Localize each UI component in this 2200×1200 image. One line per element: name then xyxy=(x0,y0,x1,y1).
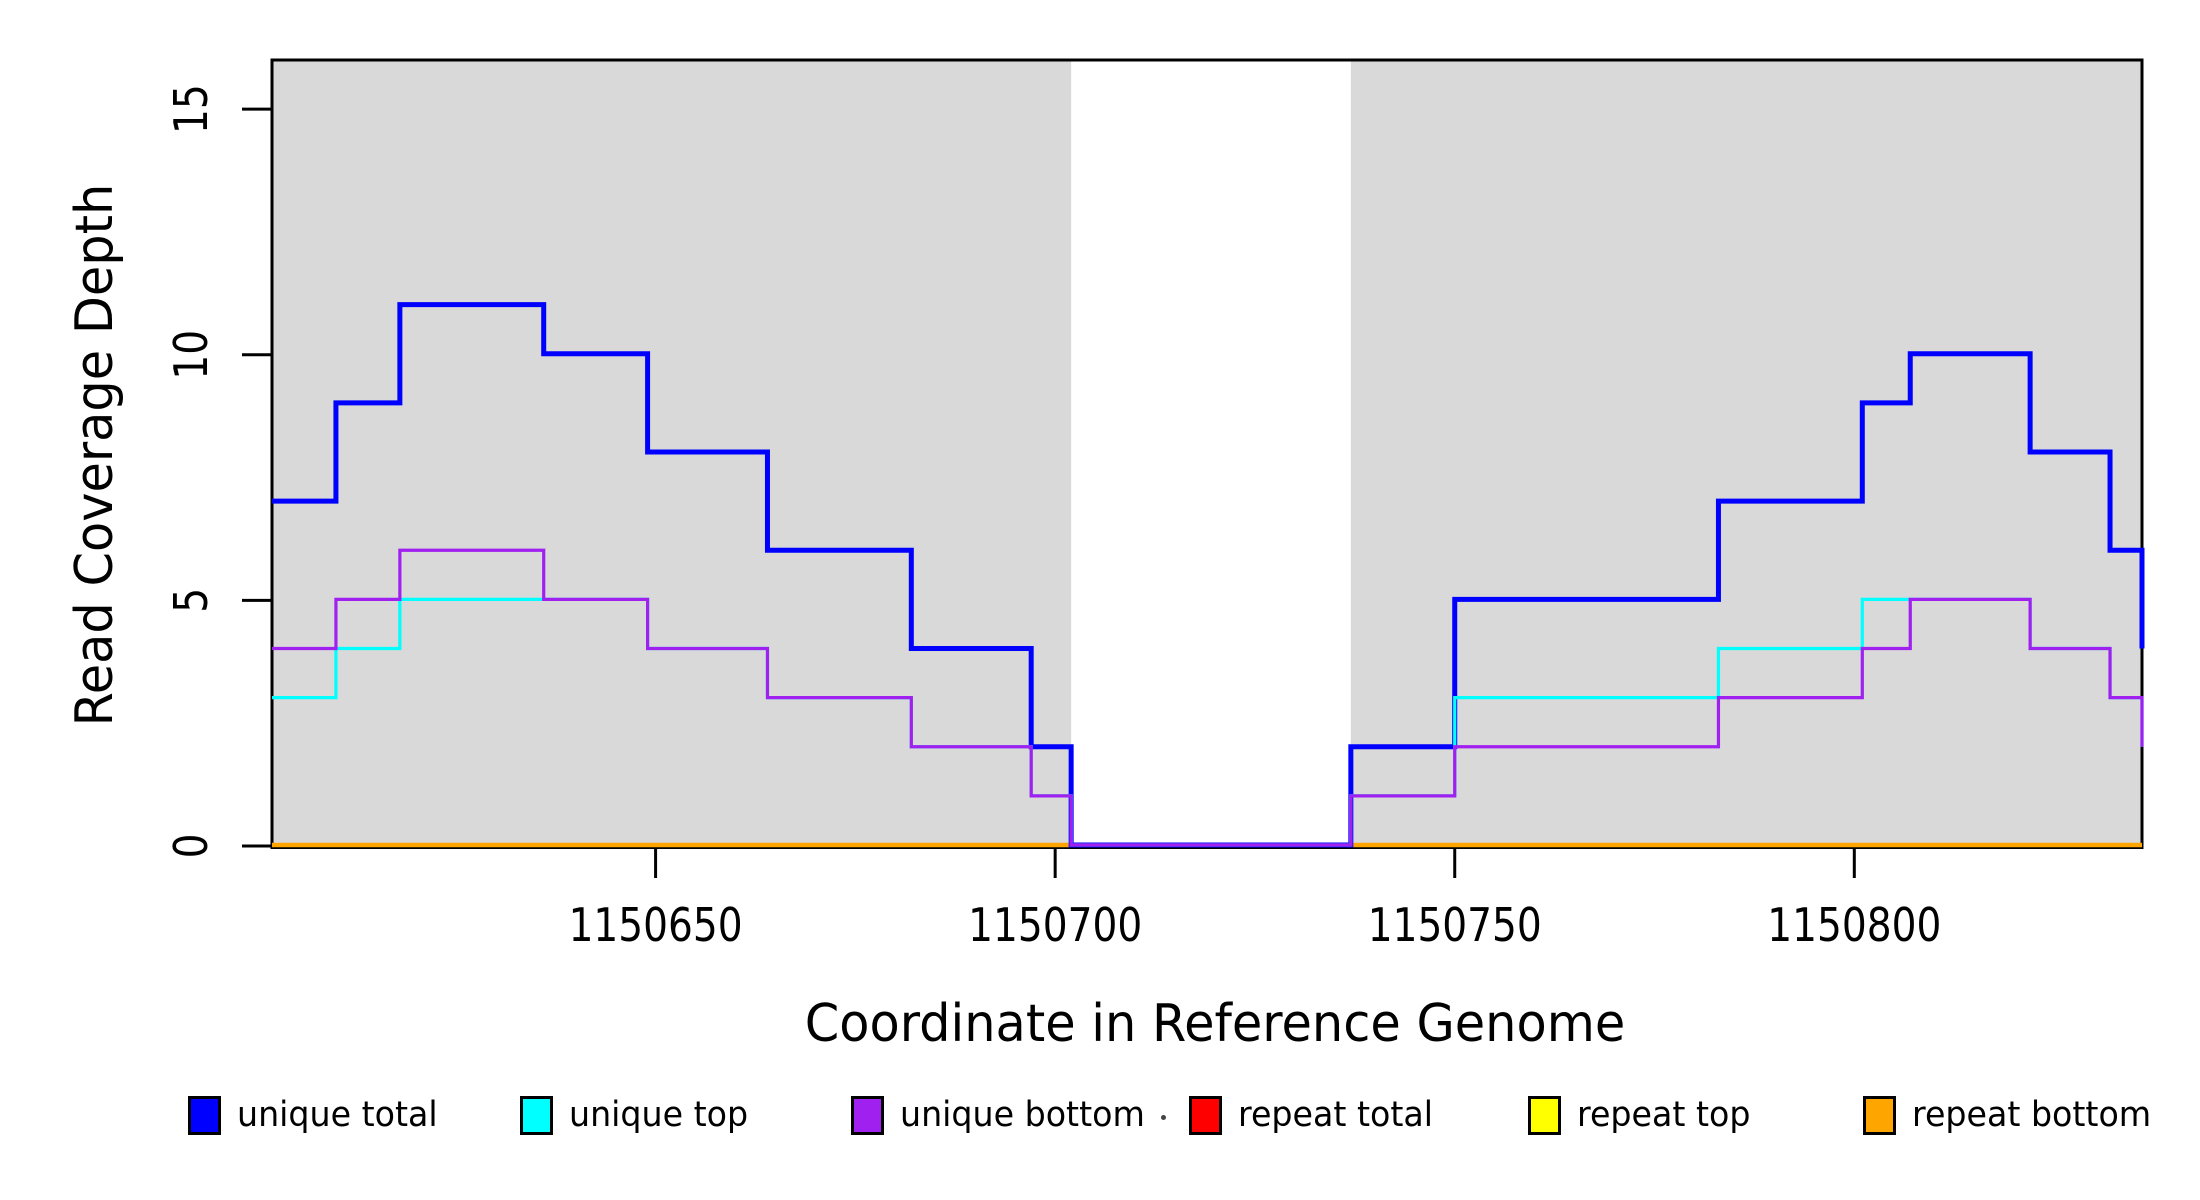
y-axis-title: Read Coverage Depth xyxy=(65,183,125,727)
x-tick-label: 1150750 xyxy=(1368,899,1542,953)
x-tick-label: 1150650 xyxy=(569,899,743,953)
shaded-region xyxy=(1350,60,2142,847)
stray-dot-artifact xyxy=(1161,1115,1166,1120)
x-axis-title: Coordinate in Reference Genome xyxy=(804,994,1626,1054)
y-tick-label: 5 xyxy=(165,588,219,613)
y-tick-label: 10 xyxy=(165,330,219,380)
y-tick-label: 0 xyxy=(165,834,219,859)
y-tick-label: 15 xyxy=(165,84,219,134)
x-tick-label: 1150700 xyxy=(968,899,1142,953)
series-path-unique-bottom xyxy=(272,548,2144,847)
x-tick-label: 1150800 xyxy=(1767,899,1941,953)
